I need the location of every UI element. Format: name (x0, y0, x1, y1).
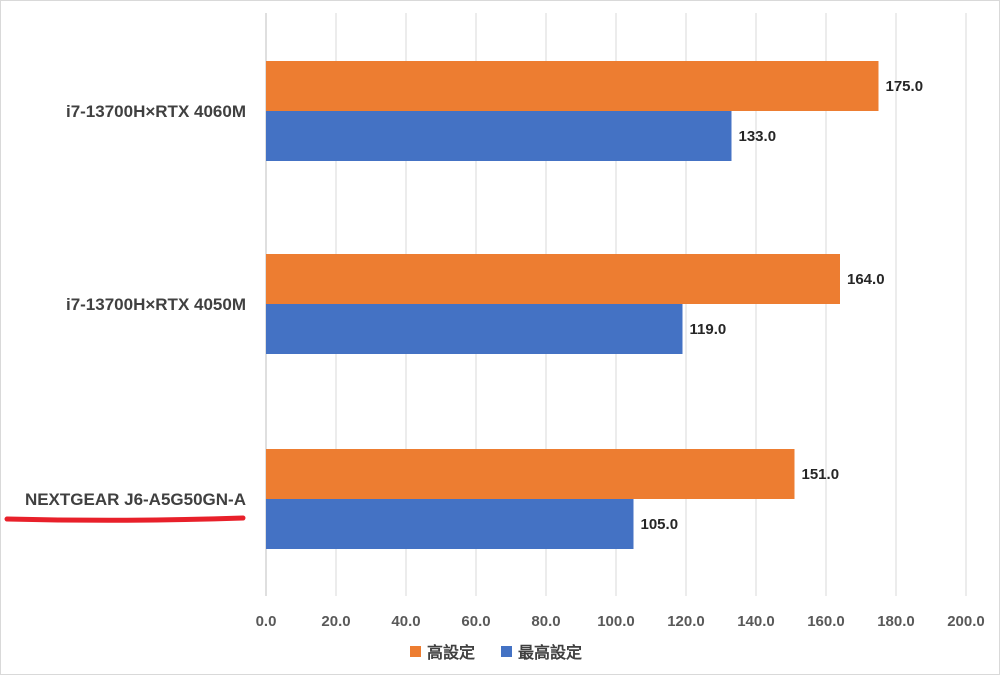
x-tick-label: 0.0 (256, 613, 277, 630)
bar-high-1 (266, 254, 840, 304)
bar-high-0 (266, 61, 879, 111)
data-label: 105.0 (641, 516, 679, 533)
legend-swatch (410, 646, 421, 657)
category-labels: i7-13700H×RTX 4060M i7-13700H×RTX 4050M NE… (4, 102, 246, 523)
data-label: 175.0 (886, 78, 924, 95)
x-tick-label: 180.0 (877, 613, 915, 630)
bar-highest-0 (266, 111, 732, 161)
data-label: 133.0 (739, 128, 777, 145)
data-labels: 175.0 133.0 164.0 119.0 151.0 105.0 (641, 78, 924, 533)
x-tick-label: 60.0 (461, 613, 490, 630)
x-tick-label: 200.0 (947, 613, 985, 630)
x-tick-label: 20.0 (321, 613, 350, 630)
legend-swatch (501, 646, 512, 657)
data-label: 151.0 (802, 466, 840, 483)
x-tick-label: 160.0 (807, 613, 845, 630)
bars (266, 61, 879, 549)
x-tick-label: 40.0 (391, 613, 420, 630)
bar-highest-2 (266, 499, 634, 549)
data-label: 119.0 (690, 321, 727, 338)
bar-highest-1 (266, 304, 683, 354)
legend-label: 高設定 (427, 643, 475, 662)
x-tick-label: 80.0 (531, 613, 560, 630)
data-label: 164.0 (847, 271, 885, 288)
category-label: NEXTGEAR J6-A5G50GN-A (25, 490, 246, 509)
legend-label: 最高設定 (518, 643, 582, 662)
highlight-underline (4, 515, 246, 523)
bar-high-2 (266, 449, 795, 499)
x-tick-label: 140.0 (737, 613, 775, 630)
x-tick-label: 120.0 (667, 613, 705, 630)
legend: 高設定 最高設定 (410, 643, 582, 662)
x-tick-label: 100.0 (597, 613, 635, 630)
x-axis-tick-labels: 0.0 20.0 40.0 60.0 80.0 100.0 120.0 140.0 160.0 1… (256, 613, 985, 630)
category-label: i7-13700H×RTX 4060M (66, 102, 246, 121)
category-label: i7-13700H×RTX 4050M (66, 295, 246, 314)
